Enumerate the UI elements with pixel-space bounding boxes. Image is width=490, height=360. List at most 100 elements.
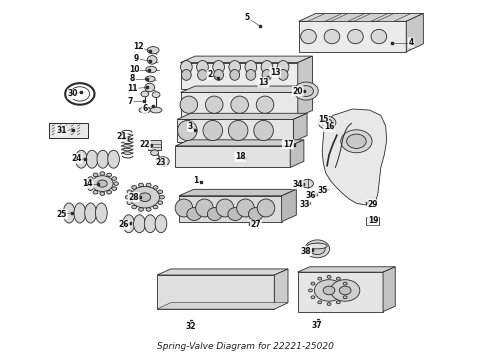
Ellipse shape <box>246 69 256 80</box>
Ellipse shape <box>229 60 241 73</box>
Text: 31: 31 <box>56 126 67 135</box>
Ellipse shape <box>196 60 208 73</box>
Ellipse shape <box>301 30 317 44</box>
Ellipse shape <box>132 205 137 209</box>
Ellipse shape <box>231 96 248 113</box>
Ellipse shape <box>134 215 146 233</box>
Text: 18: 18 <box>235 152 245 161</box>
Ellipse shape <box>214 69 223 80</box>
Ellipse shape <box>75 150 87 168</box>
Polygon shape <box>177 113 307 120</box>
Polygon shape <box>308 14 342 22</box>
Ellipse shape <box>127 201 132 204</box>
Ellipse shape <box>107 173 112 177</box>
Ellipse shape <box>145 215 156 233</box>
Text: 10: 10 <box>129 65 139 74</box>
Ellipse shape <box>318 116 336 129</box>
Text: 30: 30 <box>68 89 78 98</box>
Polygon shape <box>299 21 406 52</box>
Ellipse shape <box>157 157 169 166</box>
Ellipse shape <box>228 208 243 221</box>
Text: 23: 23 <box>156 158 166 167</box>
Text: 15: 15 <box>318 115 328 124</box>
Text: 22: 22 <box>140 140 150 149</box>
Text: 29: 29 <box>368 200 378 209</box>
Text: 13: 13 <box>270 68 281 77</box>
Ellipse shape <box>146 66 157 73</box>
Ellipse shape <box>207 208 222 221</box>
Ellipse shape <box>158 201 163 204</box>
Ellipse shape <box>299 86 314 96</box>
Text: 28: 28 <box>128 193 139 202</box>
Ellipse shape <box>147 55 157 64</box>
Ellipse shape <box>331 280 360 301</box>
Ellipse shape <box>112 187 117 190</box>
Text: 11: 11 <box>127 84 138 93</box>
Ellipse shape <box>177 121 197 140</box>
Ellipse shape <box>93 173 98 177</box>
Ellipse shape <box>346 134 366 148</box>
Ellipse shape <box>147 46 159 54</box>
Polygon shape <box>274 269 288 309</box>
Text: 26: 26 <box>119 220 129 229</box>
Text: 1: 1 <box>194 176 199 185</box>
Ellipse shape <box>311 282 315 285</box>
Text: 37: 37 <box>312 321 322 330</box>
Ellipse shape <box>108 150 120 168</box>
Ellipse shape <box>254 121 273 140</box>
Ellipse shape <box>315 280 343 301</box>
Polygon shape <box>282 189 296 222</box>
Text: 34: 34 <box>293 180 303 189</box>
Ellipse shape <box>339 286 351 295</box>
Polygon shape <box>353 14 388 22</box>
Ellipse shape <box>139 183 144 187</box>
Polygon shape <box>180 56 313 63</box>
Ellipse shape <box>100 192 105 195</box>
Ellipse shape <box>74 203 86 223</box>
Ellipse shape <box>196 199 213 217</box>
Polygon shape <box>157 275 274 309</box>
Ellipse shape <box>187 208 201 221</box>
Ellipse shape <box>323 286 335 295</box>
Ellipse shape <box>336 277 340 280</box>
Ellipse shape <box>308 243 327 249</box>
Ellipse shape <box>310 243 325 255</box>
Text: 13: 13 <box>258 78 269 87</box>
Ellipse shape <box>88 177 93 180</box>
Text: 2: 2 <box>207 71 213 80</box>
Polygon shape <box>322 109 387 205</box>
Ellipse shape <box>343 282 347 285</box>
Text: 20: 20 <box>293 86 303 95</box>
Ellipse shape <box>311 296 315 299</box>
Ellipse shape <box>216 199 234 217</box>
Ellipse shape <box>151 150 159 156</box>
Polygon shape <box>148 140 161 150</box>
Ellipse shape <box>278 69 288 80</box>
Ellipse shape <box>180 60 192 73</box>
Polygon shape <box>177 120 294 141</box>
Ellipse shape <box>93 190 98 194</box>
Polygon shape <box>376 14 411 22</box>
Ellipse shape <box>153 205 158 209</box>
Ellipse shape <box>146 183 151 187</box>
Ellipse shape <box>197 69 207 80</box>
Text: 24: 24 <box>71 154 82 163</box>
Ellipse shape <box>97 150 109 168</box>
Polygon shape <box>157 303 288 309</box>
Ellipse shape <box>228 121 248 140</box>
Ellipse shape <box>98 180 107 187</box>
Polygon shape <box>298 86 313 117</box>
Polygon shape <box>290 140 304 167</box>
Text: 9: 9 <box>134 54 139 63</box>
Ellipse shape <box>158 190 163 194</box>
Ellipse shape <box>245 60 257 73</box>
Ellipse shape <box>371 30 387 44</box>
Ellipse shape <box>277 60 289 73</box>
Ellipse shape <box>127 190 132 194</box>
Ellipse shape <box>318 301 322 304</box>
Text: 7: 7 <box>127 97 133 106</box>
Text: 3: 3 <box>188 122 193 131</box>
Ellipse shape <box>262 69 272 80</box>
Ellipse shape <box>125 195 130 199</box>
Ellipse shape <box>123 215 135 233</box>
